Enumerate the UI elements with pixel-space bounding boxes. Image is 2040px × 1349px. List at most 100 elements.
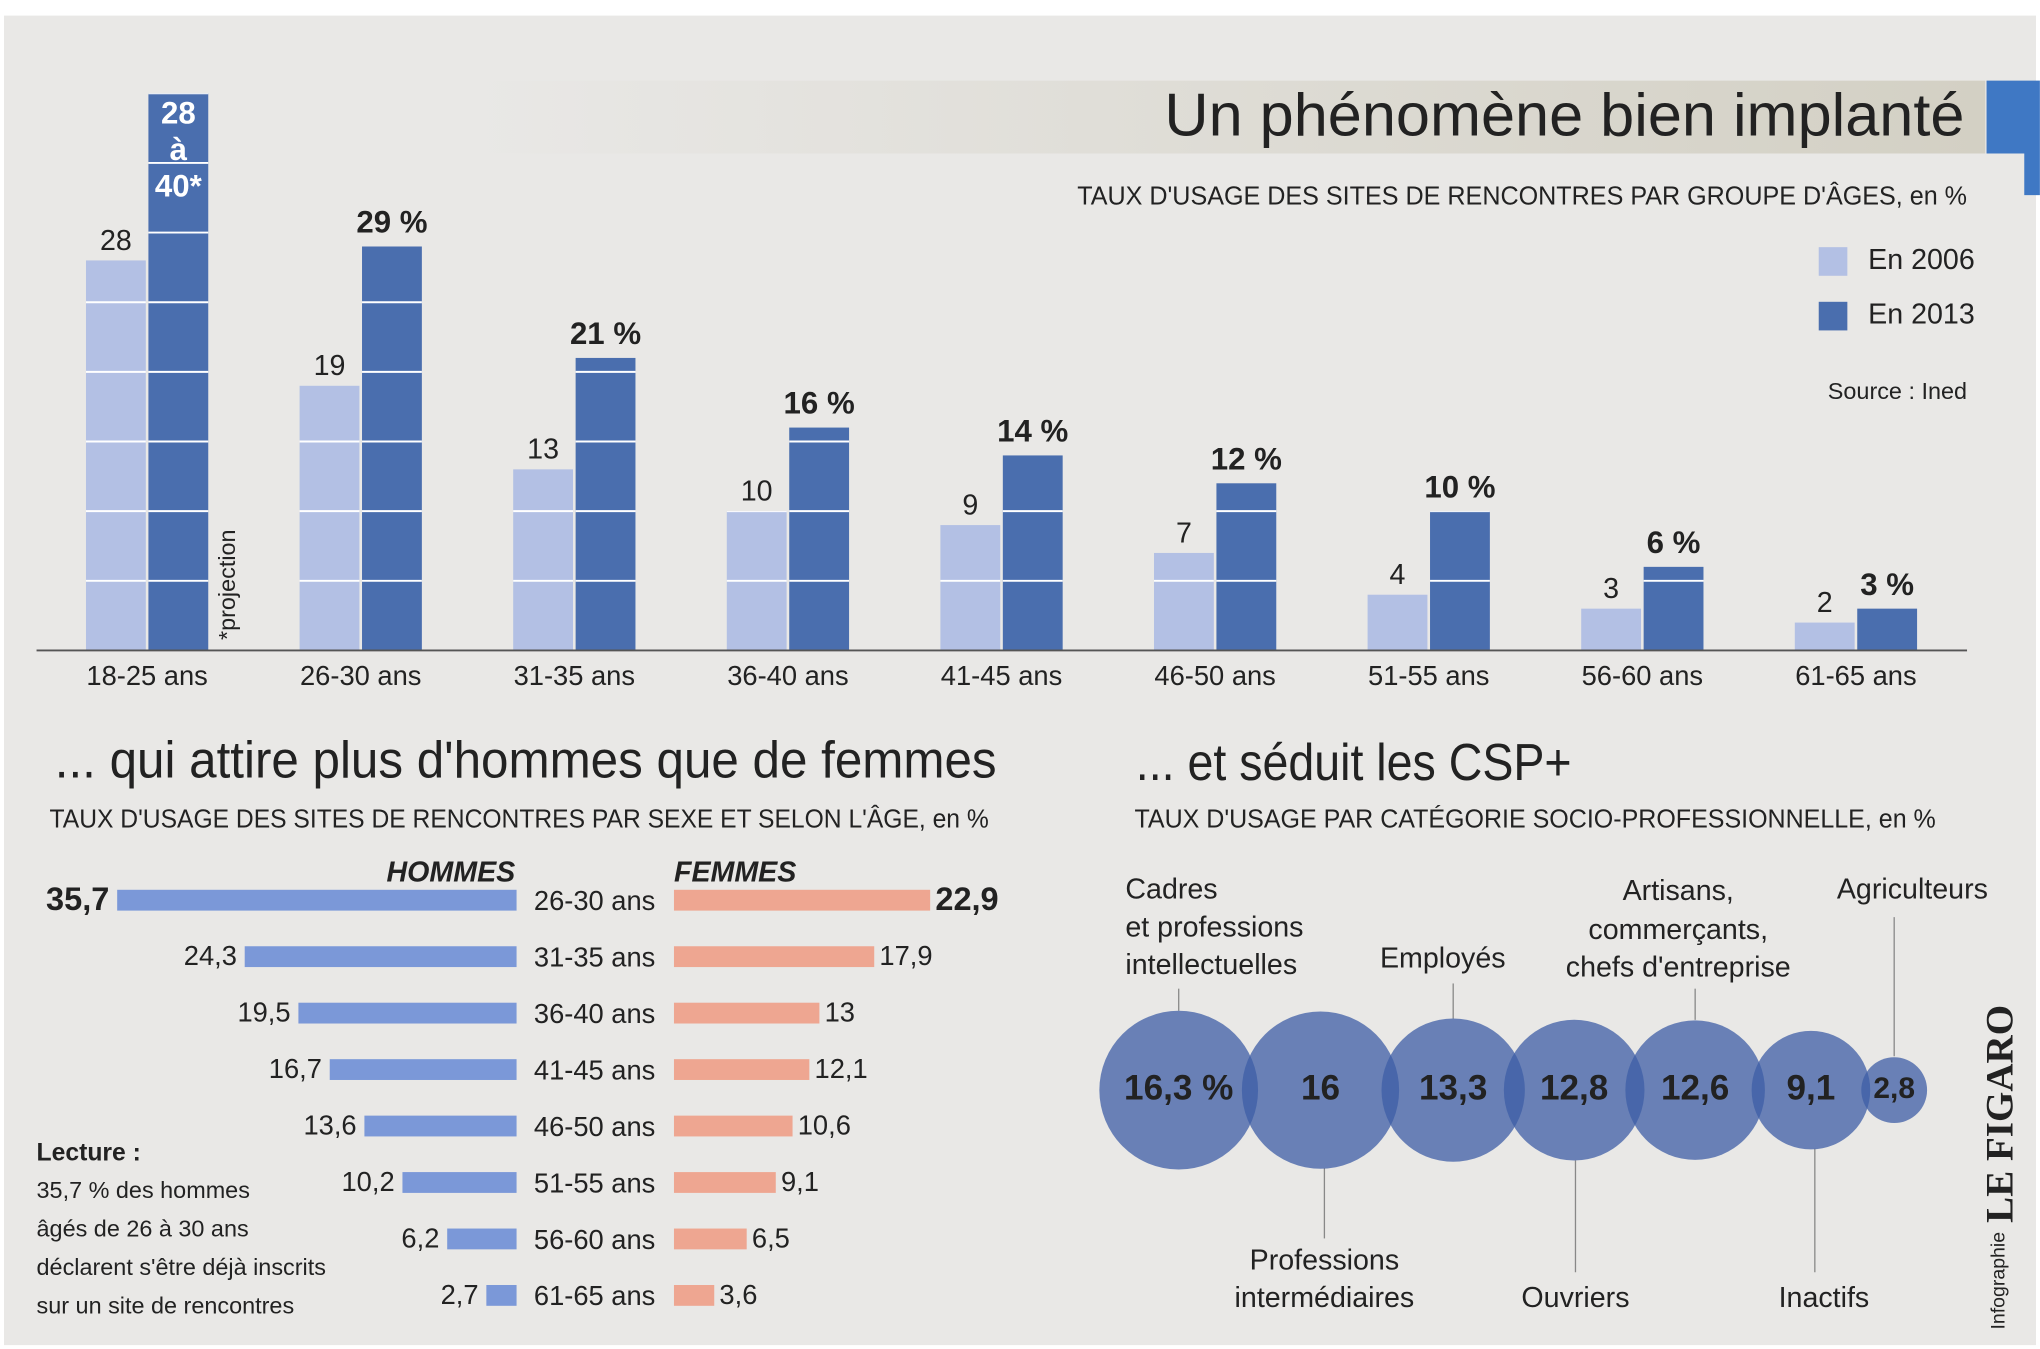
- note-line: âgés de 26 à 30 ans: [37, 1215, 249, 1241]
- note-line: 35,7 % des hommes: [37, 1177, 250, 1203]
- chart-subtitle: TAUX D'USAGE DES SITES DE RENCONTRES PAR…: [1077, 181, 1967, 211]
- value-label: 12,6: [1661, 1068, 1729, 1107]
- value-label: 19: [314, 350, 346, 382]
- category-label: Inactifs: [1779, 1282, 1870, 1314]
- bar: [673, 1002, 820, 1024]
- value-label: 10: [741, 475, 773, 507]
- bar: [789, 427, 850, 651]
- value-label: 10 %: [1424, 469, 1495, 504]
- value-label: 2,8: [1873, 1072, 1915, 1105]
- value-label: 6,5: [752, 1222, 790, 1253]
- bar: [486, 1284, 517, 1306]
- bar: [1794, 622, 1855, 651]
- legend-swatch: [1818, 301, 1848, 331]
- category-label: 31-35 ans: [534, 941, 655, 972]
- value-label: 21 %: [570, 316, 641, 351]
- chart-title: ... et séduit les CSP+: [1136, 734, 1572, 792]
- category-label: intermédiaires: [1235, 1282, 1415, 1314]
- category-label: commerçants,: [1588, 914, 1768, 946]
- bar: [673, 1115, 793, 1137]
- bar: [1367, 594, 1428, 651]
- value-label: 14 %: [997, 414, 1068, 449]
- bubble: [1381, 1018, 1525, 1162]
- value-label: 13: [825, 997, 855, 1028]
- x-tick-label: 41-45 ans: [941, 660, 1062, 691]
- bar: [673, 946, 875, 968]
- bar: [673, 1172, 776, 1193]
- bar: [1857, 608, 1918, 651]
- note-line: déclarent s'être déjà inscrits: [37, 1254, 326, 1280]
- x-tick-label: 46-50 ans: [1154, 660, 1275, 691]
- category-label: 36-40 ans: [534, 998, 655, 1029]
- value-label: 24,3: [184, 940, 237, 971]
- value-label: 17,9: [879, 940, 932, 971]
- series-header: FEMMES: [674, 857, 796, 889]
- value-label: 3 %: [1860, 567, 1914, 602]
- category-label: 56-60 ans: [534, 1224, 655, 1255]
- legend-label: En 2013: [1868, 299, 1975, 331]
- category-label: Employés: [1380, 943, 1506, 975]
- value-label: 12,1: [815, 1053, 868, 1084]
- bar: [364, 1115, 517, 1137]
- value-label: 16 %: [784, 386, 855, 421]
- annotation: *projection: [214, 529, 240, 640]
- bar: [447, 1228, 517, 1250]
- bar: [362, 246, 422, 651]
- x-tick-label: 56-60 ans: [1582, 660, 1703, 691]
- bar: [673, 1228, 747, 1250]
- x-tick-label: 18-25 ans: [86, 660, 207, 691]
- x-tick-label: 61-65 ans: [1795, 660, 1916, 691]
- x-tick-label: 26-30 ans: [300, 660, 421, 691]
- value-label: 22,9: [935, 881, 998, 917]
- bar: [575, 357, 636, 651]
- bar: [402, 1172, 517, 1193]
- value-label: 6 %: [1647, 525, 1701, 560]
- bubble: [1241, 1011, 1400, 1169]
- series-header: HOMMES: [387, 857, 516, 889]
- bar: [673, 1284, 715, 1306]
- bar: [298, 1002, 517, 1024]
- value-label: 16: [1301, 1068, 1340, 1107]
- legend-label: En 2006: [1868, 244, 1975, 276]
- category-label: Cadres: [1125, 874, 1217, 906]
- value-label: 16,7: [269, 1053, 322, 1084]
- value-label: 9,1: [1787, 1068, 1836, 1107]
- value-label: 9: [962, 489, 978, 521]
- chart-subtitle: TAUX D'USAGE PAR CATÉGORIE SOCIO-PROFESS…: [1134, 804, 1935, 834]
- bubble: [1751, 1030, 1871, 1150]
- category-label: 51-55 ans: [534, 1167, 655, 1198]
- bar: [1153, 552, 1214, 651]
- bar: [85, 260, 146, 651]
- chart-subtitle: TAUX D'USAGE DES SITES DE RENCONTRES PAR…: [50, 804, 989, 834]
- value-label: 7: [1176, 517, 1192, 549]
- category-label: 61-65 ans: [534, 1280, 655, 1311]
- value-label: 13: [527, 434, 559, 466]
- value-label-box: 28 à 40*: [155, 96, 202, 204]
- x-tick-label: 36-40 ans: [727, 660, 848, 691]
- value-label: 13,6: [303, 1110, 356, 1141]
- category-label: 46-50 ans: [534, 1111, 655, 1142]
- bubble: [1099, 1010, 1259, 1170]
- title-tab: [1986, 80, 2040, 196]
- bar: [673, 889, 931, 911]
- value-label: 28: [100, 225, 132, 257]
- category-label: Agriculteurs: [1837, 874, 1988, 906]
- value-label: 3,6: [719, 1279, 757, 1310]
- value-label: 2,7: [441, 1279, 479, 1310]
- bar: [1581, 608, 1642, 651]
- brand: LE FIGARO: [1978, 1005, 2021, 1223]
- bar: [1216, 483, 1277, 651]
- bar: [1643, 566, 1704, 651]
- value-label: 12,8: [1540, 1068, 1608, 1107]
- value-label: 12 %: [1211, 441, 1282, 476]
- value-label: 16,3 %: [1124, 1068, 1233, 1107]
- value-label: 3: [1603, 573, 1619, 605]
- value-label: 2: [1817, 587, 1833, 619]
- note-line: sur un site de rencontres: [37, 1293, 295, 1319]
- title-band: [468, 80, 1986, 154]
- bar: [329, 1059, 517, 1080]
- value-label: 6,2: [401, 1222, 439, 1253]
- bar: [940, 525, 1001, 651]
